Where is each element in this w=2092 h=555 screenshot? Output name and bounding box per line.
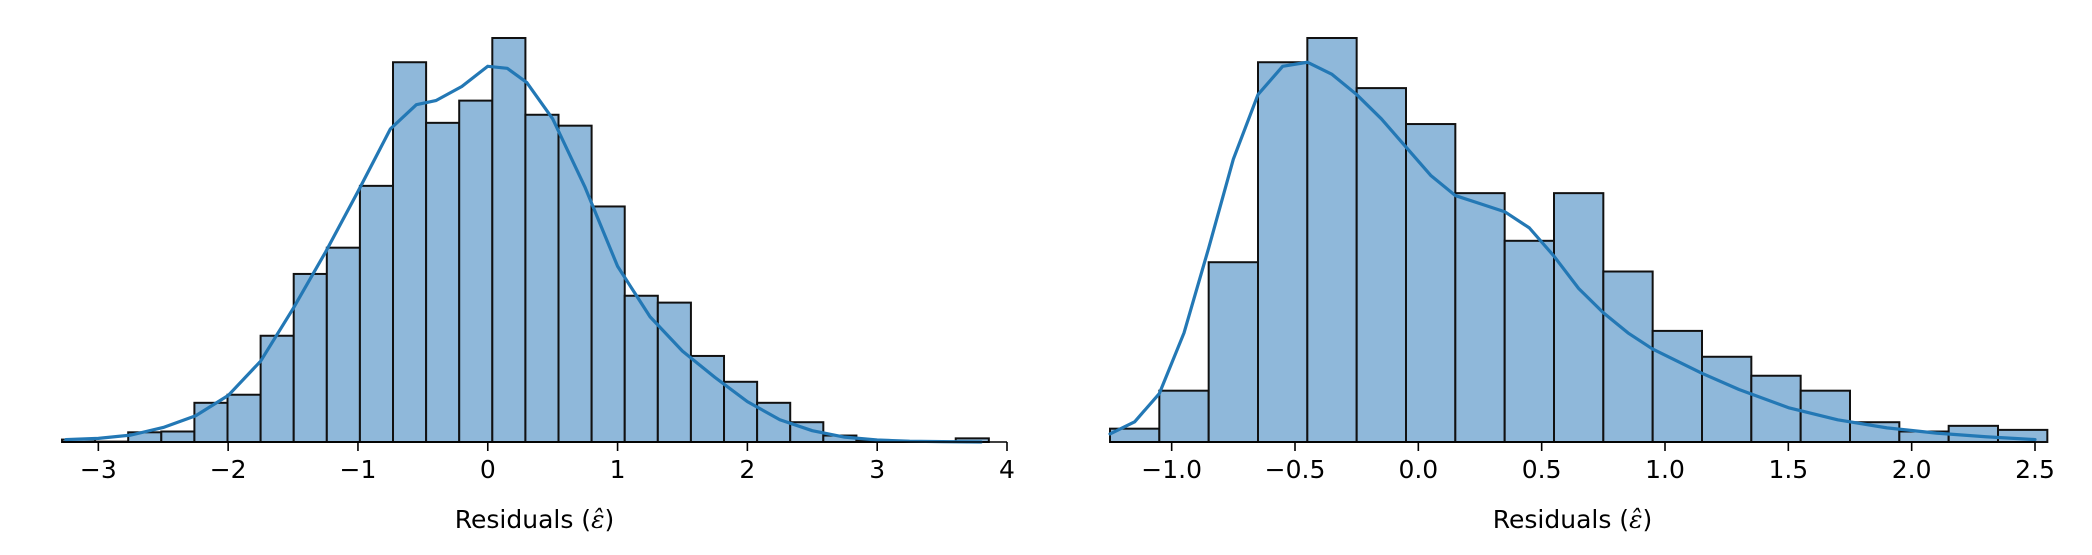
x-tick-label: 2.0 <box>1892 455 1932 484</box>
histogram-bar-3 <box>161 432 194 443</box>
histogram-panel-right: −1.0 −0.5 0.0 0.5 1.0 1.5 2.0 2.5 Residuals (ε̂) <box>1110 38 2055 534</box>
histogram-bar-8 <box>327 248 360 442</box>
histogram-bar-18 <box>658 303 691 442</box>
x-tick-label: −1 <box>340 455 377 484</box>
histogram-bar-14 <box>525 115 558 442</box>
histogram-bar-2 <box>1209 262 1258 442</box>
histogram-bar-11 <box>426 123 459 442</box>
histogram-bar-12 <box>1702 357 1751 442</box>
histogram-bar-3 <box>1258 62 1307 442</box>
x-tick-label: 1.0 <box>1645 455 1685 484</box>
x-axis-label-close: ) <box>604 505 614 534</box>
x-tick-label: −0.5 <box>1265 455 1326 484</box>
histogram-bar-15 <box>559 126 592 442</box>
x-axis-label-symbol: ε̂ <box>1629 505 1642 534</box>
x-tick-label: 0 <box>480 455 496 484</box>
histogram-bar-20 <box>724 382 757 442</box>
histogram-bar-9 <box>360 186 393 442</box>
histogram-bar-11 <box>1653 331 1702 442</box>
x-tick-label: 1 <box>610 455 626 484</box>
x-tick-label: 2 <box>739 455 755 484</box>
histogram-bar-7 <box>1455 193 1504 442</box>
x-axis-label-close: ) <box>1642 505 1652 534</box>
histogram-bar-5 <box>228 395 261 442</box>
x-tick-label: −3 <box>80 455 117 484</box>
x-axis-label-text: Residuals ( <box>455 505 591 534</box>
x-tick-label: −1.0 <box>1141 455 1202 484</box>
histogram-bar-4 <box>1307 38 1356 442</box>
x-tick-label: −2 <box>210 455 247 484</box>
histogram-bar-10 <box>1603 272 1652 442</box>
x-tick-label: 4 <box>999 455 1015 484</box>
histogram-bar-1 <box>1159 391 1208 442</box>
x-axis-label-text: Residuals ( <box>1493 505 1629 534</box>
histogram-bar-12 <box>459 101 492 442</box>
histogram-bar-6 <box>1406 124 1455 442</box>
x-axis-label: Residuals (ε̂) <box>455 505 615 534</box>
histogram-bar-8 <box>1505 241 1554 442</box>
histogram-bar-5 <box>1357 88 1406 442</box>
x-axis-label-symbol: ε̂ <box>591 505 604 534</box>
x-tick-label: 2.5 <box>2015 455 2055 484</box>
x-axis-label: Residuals (ε̂) <box>1493 505 1653 534</box>
x-tick-label: 0.5 <box>1522 455 1562 484</box>
x-tick-label: 0.0 <box>1398 455 1438 484</box>
histogram-bar-10 <box>393 62 426 442</box>
histogram-bar-9 <box>1554 193 1603 442</box>
x-tick-label: 1.5 <box>1768 455 1808 484</box>
x-tick-label: 3 <box>869 455 885 484</box>
histogram-bar-19 <box>691 356 724 442</box>
histogram-panel-left: −3 −2 −1 0 1 2 3 4 Residuals (ε̂) <box>62 38 1015 534</box>
histogram-bar-4 <box>194 403 227 442</box>
histogram-bar-13 <box>492 38 525 442</box>
